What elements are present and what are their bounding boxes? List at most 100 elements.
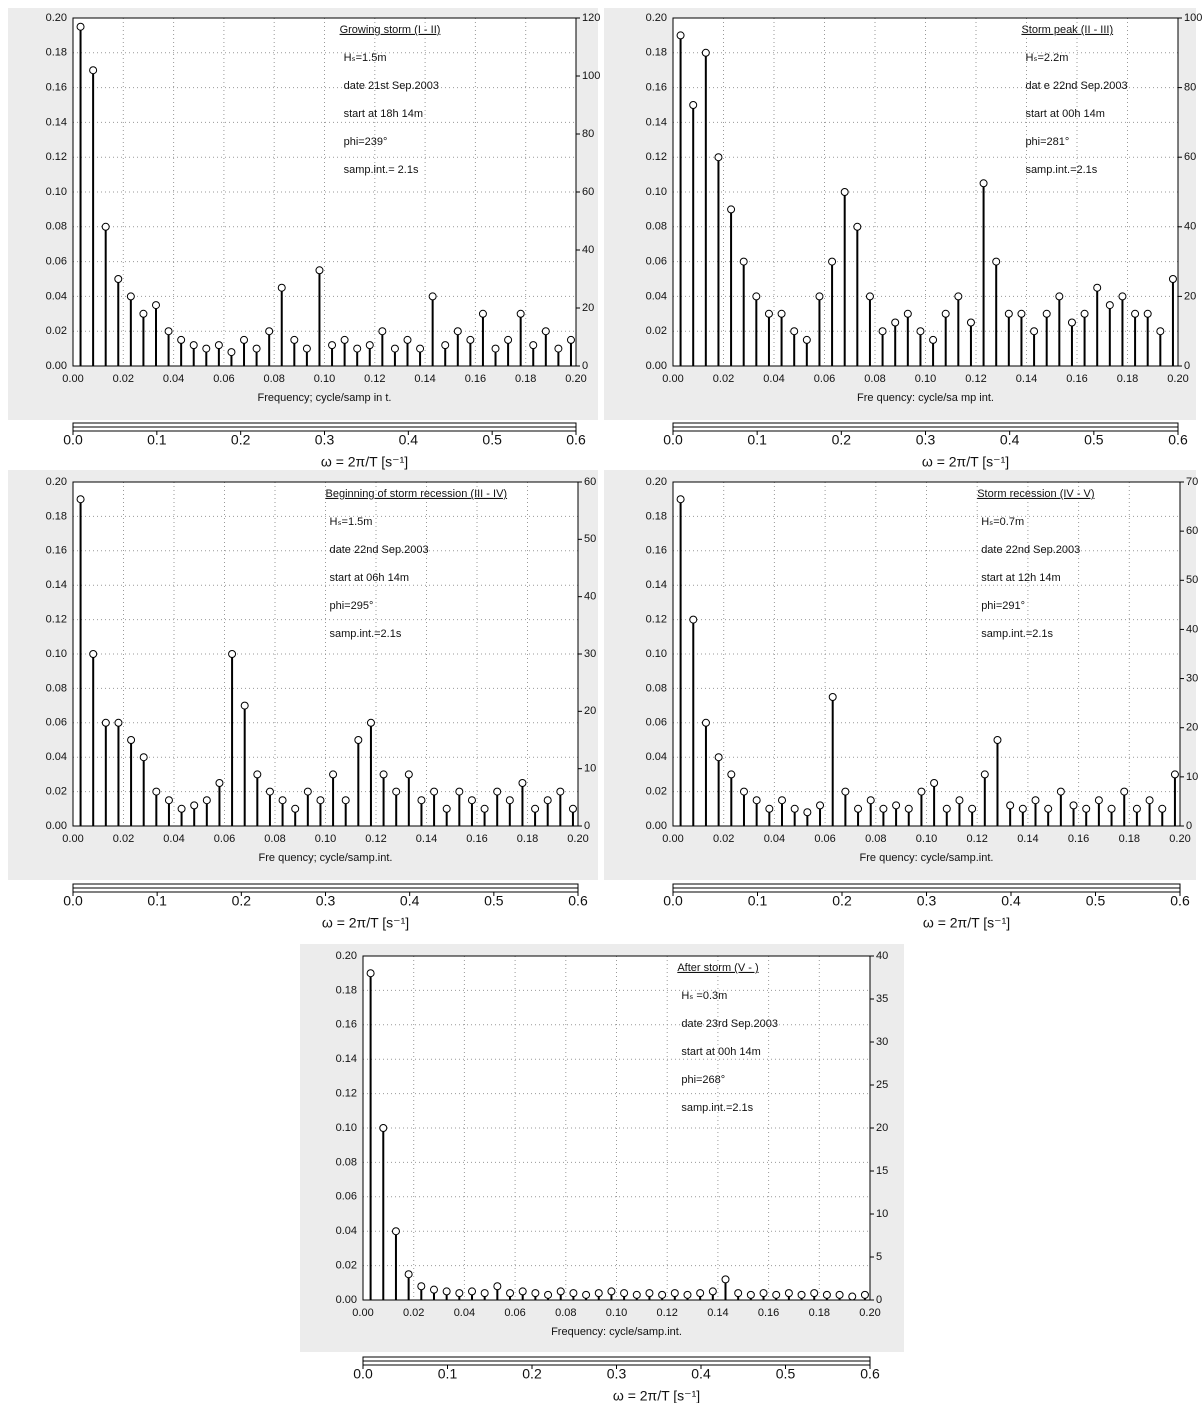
stem-marker xyxy=(76,22,85,31)
stem-marker xyxy=(164,796,173,805)
y-tick-label: 0.08 xyxy=(336,1156,357,1168)
stem-marker xyxy=(1131,309,1140,318)
stem-marker xyxy=(240,335,249,344)
y-tick-label: 0.16 xyxy=(46,545,67,557)
x2-tick-label: 0.1 xyxy=(438,1366,458,1382)
stem-marker xyxy=(491,344,500,353)
stem-marker xyxy=(544,1290,553,1299)
y2-tick-label: 20 xyxy=(876,1122,888,1134)
plot-frame xyxy=(362,955,871,1301)
y-tick-label: 0.08 xyxy=(46,221,67,233)
y2-tick-label: 5 xyxy=(876,1251,882,1263)
stem-marker xyxy=(467,796,476,805)
stem-marker xyxy=(816,801,825,810)
y-tick-label: 0.02 xyxy=(336,1260,357,1272)
x-tick-label: 0.04 xyxy=(163,373,184,385)
x-tick-label: 0.00 xyxy=(352,1307,373,1319)
stem-marker xyxy=(430,787,439,796)
x-tick-label: 0.12 xyxy=(364,373,385,385)
x2-tick-label: 0.2 xyxy=(522,1366,542,1382)
stem-marker xyxy=(404,770,413,779)
stem-marker xyxy=(1145,796,1154,805)
y2-tick-label: 60 xyxy=(1184,151,1196,163)
stem-marker xyxy=(803,808,812,817)
x-tick-label: 0.14 xyxy=(1016,373,1037,385)
stem-marker xyxy=(365,341,374,350)
stem-marker xyxy=(468,1287,477,1296)
x-tick-label: 0.02 xyxy=(113,373,134,385)
x2-tick-label: 0.1 xyxy=(748,893,768,909)
stem-marker xyxy=(566,335,575,344)
stem-marker xyxy=(1067,318,1076,327)
stem-marker xyxy=(543,796,552,805)
annotation: phi=295° xyxy=(330,600,374,612)
x-tick-label: 0.12 xyxy=(656,1307,677,1319)
annotation: phi=268° xyxy=(681,1074,725,1086)
x-axis-label: Fre quency: cycle/sa mp int. xyxy=(857,392,994,404)
x-tick-label: 0.10 xyxy=(915,373,936,385)
x2-axis-label: ω = 2π/T [s⁻¹] xyxy=(922,454,1009,470)
plot-frame xyxy=(72,481,579,827)
stem-marker xyxy=(815,292,824,301)
stem-marker xyxy=(455,787,464,796)
x-tick-label: 0.18 xyxy=(1119,833,1140,845)
y-tick-label: 0.00 xyxy=(646,820,667,832)
stem-marker xyxy=(714,753,723,762)
stem-marker xyxy=(252,344,261,353)
x-tick-label: 0.10 xyxy=(916,833,937,845)
annotation: phi=239° xyxy=(344,136,388,148)
y-tick-label: 0.10 xyxy=(46,648,67,660)
x2-tick-label: 0.5 xyxy=(1084,432,1104,448)
y2-tick-label: 0 xyxy=(582,360,588,372)
stem-marker xyxy=(114,718,123,727)
annotation: date 22nd Sep.2003 xyxy=(981,544,1080,556)
x2-tick-label: 0.2 xyxy=(231,432,251,448)
x2-tick-label: 0.3 xyxy=(916,432,936,448)
stem-marker xyxy=(891,318,900,327)
x2-tick-label: 0.0 xyxy=(353,1366,373,1382)
stem-marker xyxy=(378,327,387,336)
stem-marker xyxy=(556,1287,565,1296)
stem-marker xyxy=(1030,327,1039,336)
y2-tick-label: 20 xyxy=(584,705,596,717)
stem-marker xyxy=(366,969,375,978)
y-tick-label: 0.00 xyxy=(646,360,667,372)
stem-marker xyxy=(854,804,863,813)
stem-marker xyxy=(1143,309,1152,318)
y2-tick-label: 30 xyxy=(1186,672,1198,684)
y-tick-label: 0.02 xyxy=(646,325,667,337)
stem-marker xyxy=(954,292,963,301)
stem-marker xyxy=(114,275,123,283)
stem-marker xyxy=(696,1289,705,1298)
y-tick-label: 0.00 xyxy=(46,360,67,372)
annotation-title: After storm (V - ) xyxy=(677,962,758,974)
y2-tick-label: 80 xyxy=(1184,82,1196,94)
annotation: start at 18h 14m xyxy=(344,108,424,120)
stem-marker xyxy=(569,1289,578,1298)
stem-marker xyxy=(240,701,249,710)
x-tick-label: 0.12 xyxy=(365,833,386,845)
y-tick-label: 0.14 xyxy=(336,1053,357,1065)
stem-marker xyxy=(390,344,399,353)
stem-marker xyxy=(860,1290,869,1299)
annotation: Hₛ=2.2m xyxy=(1025,52,1068,64)
stem-marker xyxy=(404,1270,413,1279)
y2-tick-label: 40 xyxy=(1186,623,1198,635)
stem-marker xyxy=(417,796,426,805)
stem-marker xyxy=(101,222,110,231)
x-tick-label: 0.06 xyxy=(814,833,835,845)
stem-marker xyxy=(979,179,988,188)
y-tick-label: 0.18 xyxy=(646,510,667,522)
y-tick-label: 0.08 xyxy=(646,682,667,694)
stem-marker xyxy=(177,804,186,813)
y-tick-label: 0.06 xyxy=(46,256,67,268)
y-tick-label: 0.12 xyxy=(46,614,67,626)
y2-tick-label: 40 xyxy=(876,950,888,962)
y2-tick-label: 60 xyxy=(584,476,596,488)
plot-frame xyxy=(72,17,577,367)
stem-marker xyxy=(632,1290,641,1299)
x2-tick-label: 0.0 xyxy=(63,893,83,909)
x2-tick-label: 0.6 xyxy=(1168,432,1188,448)
x-tick-label: 0.00 xyxy=(662,833,683,845)
stem-marker xyxy=(480,804,489,813)
